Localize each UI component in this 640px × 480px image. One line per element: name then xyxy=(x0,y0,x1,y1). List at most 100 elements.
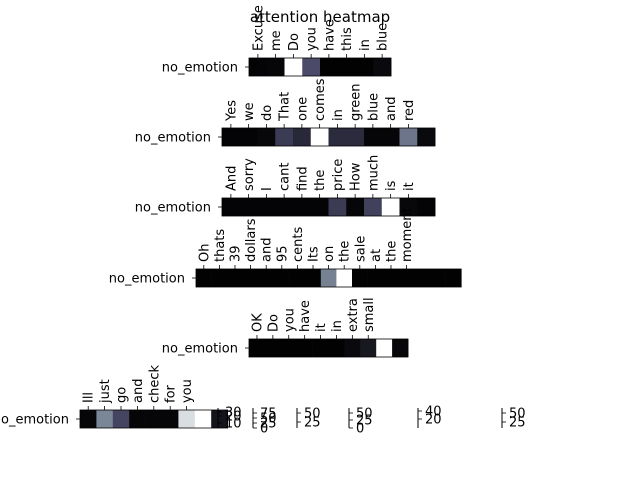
token-label: cents xyxy=(291,227,306,262)
heatmap-cell xyxy=(336,269,353,287)
heatmap-cell xyxy=(346,198,365,216)
row-label: no_emotion xyxy=(162,61,238,76)
heatmap-cell xyxy=(275,198,294,216)
heatmap-cell xyxy=(284,58,303,76)
token-label: find xyxy=(295,166,310,191)
heatmap-cell xyxy=(399,198,418,216)
heatmap-cell xyxy=(337,58,356,76)
token-label: And xyxy=(224,166,239,191)
token-label: in xyxy=(358,39,373,51)
token-label: blue xyxy=(366,93,381,121)
token-label: do xyxy=(260,105,275,121)
heatmap-row: no_emotion Oh thats 39 dollars and 95 cents Its o… xyxy=(109,207,462,288)
heatmap-cell xyxy=(383,269,400,287)
heatmap-cell xyxy=(392,339,409,357)
row-label: no_emotion xyxy=(0,413,69,428)
heatmap-cell xyxy=(417,128,436,146)
heatmap-cell xyxy=(320,269,337,287)
token-label: have xyxy=(298,300,313,332)
token-label: thats xyxy=(213,229,228,262)
heatmap-cell xyxy=(145,410,163,428)
heatmap-cell xyxy=(399,128,418,146)
token-label: have xyxy=(322,19,337,51)
colorbar-tick-label: 0 xyxy=(260,422,268,437)
chart-title: attention heatmap xyxy=(250,8,390,26)
token-label: Do xyxy=(266,314,281,332)
heatmap-cell xyxy=(242,269,259,287)
token-label: you xyxy=(282,308,297,332)
heatmap-cell xyxy=(257,128,276,146)
heatmap-cell xyxy=(364,198,383,216)
heatmap-row: no_emotion OK Do you have it in extra small xyxy=(162,297,409,358)
colorbar-tick-label: 50 xyxy=(356,407,373,422)
token-label: comes xyxy=(313,78,328,121)
heatmap-cell xyxy=(360,339,377,357)
heatmap-cell xyxy=(376,339,393,357)
heatmap-cell xyxy=(398,269,415,287)
token-label: it xyxy=(314,323,329,332)
token-label: much xyxy=(366,155,381,191)
token-label: That xyxy=(278,92,293,122)
token-label: on xyxy=(322,246,337,262)
token-label: you xyxy=(305,27,320,51)
heatmap-cell xyxy=(328,128,347,146)
token-label: in xyxy=(331,109,346,121)
token-label: Oh xyxy=(197,244,212,262)
token-label: is xyxy=(384,180,399,191)
row-label: no_emotion xyxy=(109,272,185,287)
heatmap-cell xyxy=(211,410,228,428)
token-label: dollars xyxy=(244,218,259,262)
token-label: it xyxy=(402,182,417,191)
heatmap-cell xyxy=(312,339,329,357)
heatmap-cell xyxy=(275,128,294,146)
colorbar-tick-label: 50 xyxy=(304,407,321,422)
token-label: I xyxy=(260,187,275,191)
heatmap-cell xyxy=(129,410,146,428)
colorbar-tick-label: 10 xyxy=(225,417,242,432)
token-label: the xyxy=(338,241,353,262)
token-label: check xyxy=(147,364,162,403)
token-label: the xyxy=(313,170,328,191)
colorbar-tick-label: 20 xyxy=(425,413,442,428)
heatmap-cell xyxy=(296,339,313,357)
token-label: Do xyxy=(287,33,302,51)
heatmap-cell xyxy=(222,128,241,146)
token-label: in xyxy=(330,320,345,332)
heatmap-cell xyxy=(381,128,400,146)
heatmap-cell xyxy=(80,410,97,428)
heatmap-row: no_emotion Yes we do That one comes in green blue… xyxy=(135,78,436,147)
heatmap-cell xyxy=(239,128,258,146)
heatmap-cell xyxy=(346,128,365,146)
heatmap-cell xyxy=(364,128,383,146)
token-label: and xyxy=(260,238,275,262)
heatmap-cell xyxy=(445,269,462,287)
heatmap-cell xyxy=(194,410,212,428)
token-label: How xyxy=(349,162,364,191)
heatmap-cell xyxy=(320,58,339,76)
token-label: just xyxy=(98,379,113,404)
token-label: sorry xyxy=(242,158,257,191)
token-label: this xyxy=(340,27,355,51)
heatmap-cell xyxy=(414,269,431,287)
heatmap-cell xyxy=(367,269,384,287)
heatmap-cell xyxy=(293,128,312,146)
colorbar-tick-label: 25 xyxy=(304,416,321,431)
heatmap-cell xyxy=(373,58,392,76)
heatmap-cell xyxy=(211,269,228,287)
heatmap-row: no_emotion Ill just go and check for you xyxy=(0,364,229,429)
heatmap-cell xyxy=(280,339,297,357)
token-label: green xyxy=(349,83,364,121)
row-label: no_emotion xyxy=(135,201,211,216)
heatmap-cell xyxy=(274,269,290,287)
token-label: 95 xyxy=(275,245,290,262)
token-label: 39 xyxy=(229,245,244,262)
token-label: Its xyxy=(307,246,322,262)
colorbar-tick-label: 40 xyxy=(425,405,442,420)
heatmap-frame xyxy=(248,57,392,77)
heatmap-cell xyxy=(222,198,241,216)
token-label: the xyxy=(385,241,400,262)
heatmap-cell xyxy=(196,269,212,287)
heatmap-cell xyxy=(266,58,285,76)
